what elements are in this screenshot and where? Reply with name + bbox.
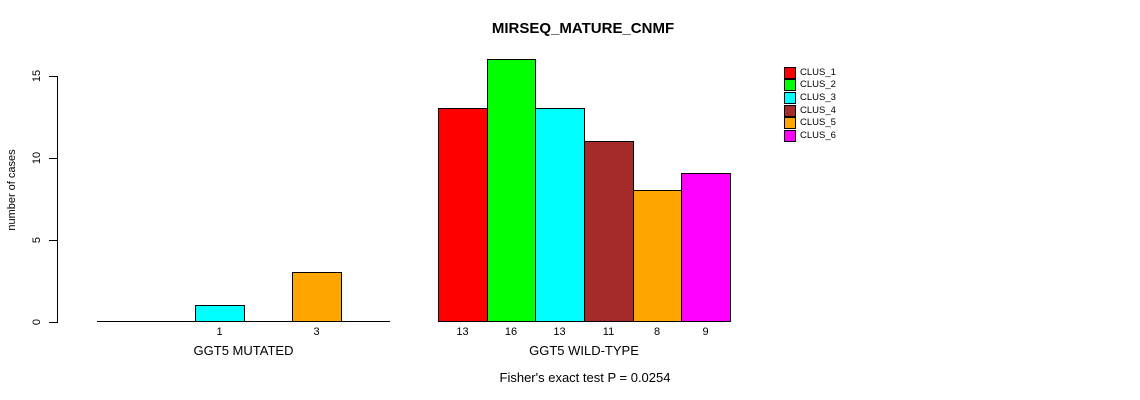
legend-swatch-clus_4 [784, 105, 796, 117]
bar-clus_5 [633, 190, 682, 322]
bar-value-label: 11 [602, 326, 615, 338]
bar-clus_3 [535, 108, 585, 322]
bar-clus_2 [487, 59, 536, 322]
bar-group [438, 52, 731, 322]
bar-clus_5 [292, 272, 342, 322]
bar-value-label: 16 [504, 326, 518, 338]
y-tick-mark [49, 158, 57, 159]
bar-clus_4 [584, 141, 634, 322]
bar-clus_3 [195, 305, 245, 322]
legend-label: CLUS_3 [800, 92, 836, 103]
bar-group [97, 52, 390, 322]
bar-value-label: 9 [702, 326, 709, 338]
group-label: GGT5 MUTATED [193, 343, 294, 358]
y-tick-mark [49, 76, 57, 77]
y-tick-label: 15 [31, 69, 43, 83]
legend-label: CLUS_4 [800, 105, 836, 116]
legend-swatch-clus_1 [784, 67, 796, 79]
y-tick-label: 5 [31, 236, 43, 244]
legend-label: CLUS_2 [800, 79, 836, 90]
chart-title: MIRSEQ_MATURE_CNMF [491, 20, 675, 37]
chart-footnote: Fisher's exact test P = 0.0254 [499, 370, 671, 385]
group-label: GGT5 WILD-TYPE [529, 343, 639, 358]
bar-clus_1 [438, 108, 488, 322]
y-axis-title: number of cases [6, 149, 18, 231]
legend-label: CLUS_6 [800, 130, 836, 141]
bar-value-label: 3 [313, 326, 320, 338]
bar-clus_6 [681, 173, 731, 322]
legend-label: CLUS_5 [800, 117, 836, 128]
bar-value-label: 13 [553, 326, 566, 338]
legend-swatch-clus_5 [784, 117, 796, 129]
y-tick-label: 10 [31, 151, 43, 165]
y-tick-mark [49, 240, 57, 241]
legend-swatch-clus_3 [784, 92, 796, 104]
y-axis-line [57, 76, 58, 323]
legend-swatch-clus_6 [784, 130, 796, 142]
legend-swatch-clus_2 [784, 79, 796, 91]
legend-label: CLUS_1 [800, 67, 836, 78]
bar-value-label: 1 [216, 326, 223, 338]
y-tick-label: 0 [31, 318, 43, 326]
bar-value-label: 13 [456, 326, 469, 338]
bar-value-label: 8 [653, 326, 661, 338]
y-tick-mark [49, 322, 57, 323]
